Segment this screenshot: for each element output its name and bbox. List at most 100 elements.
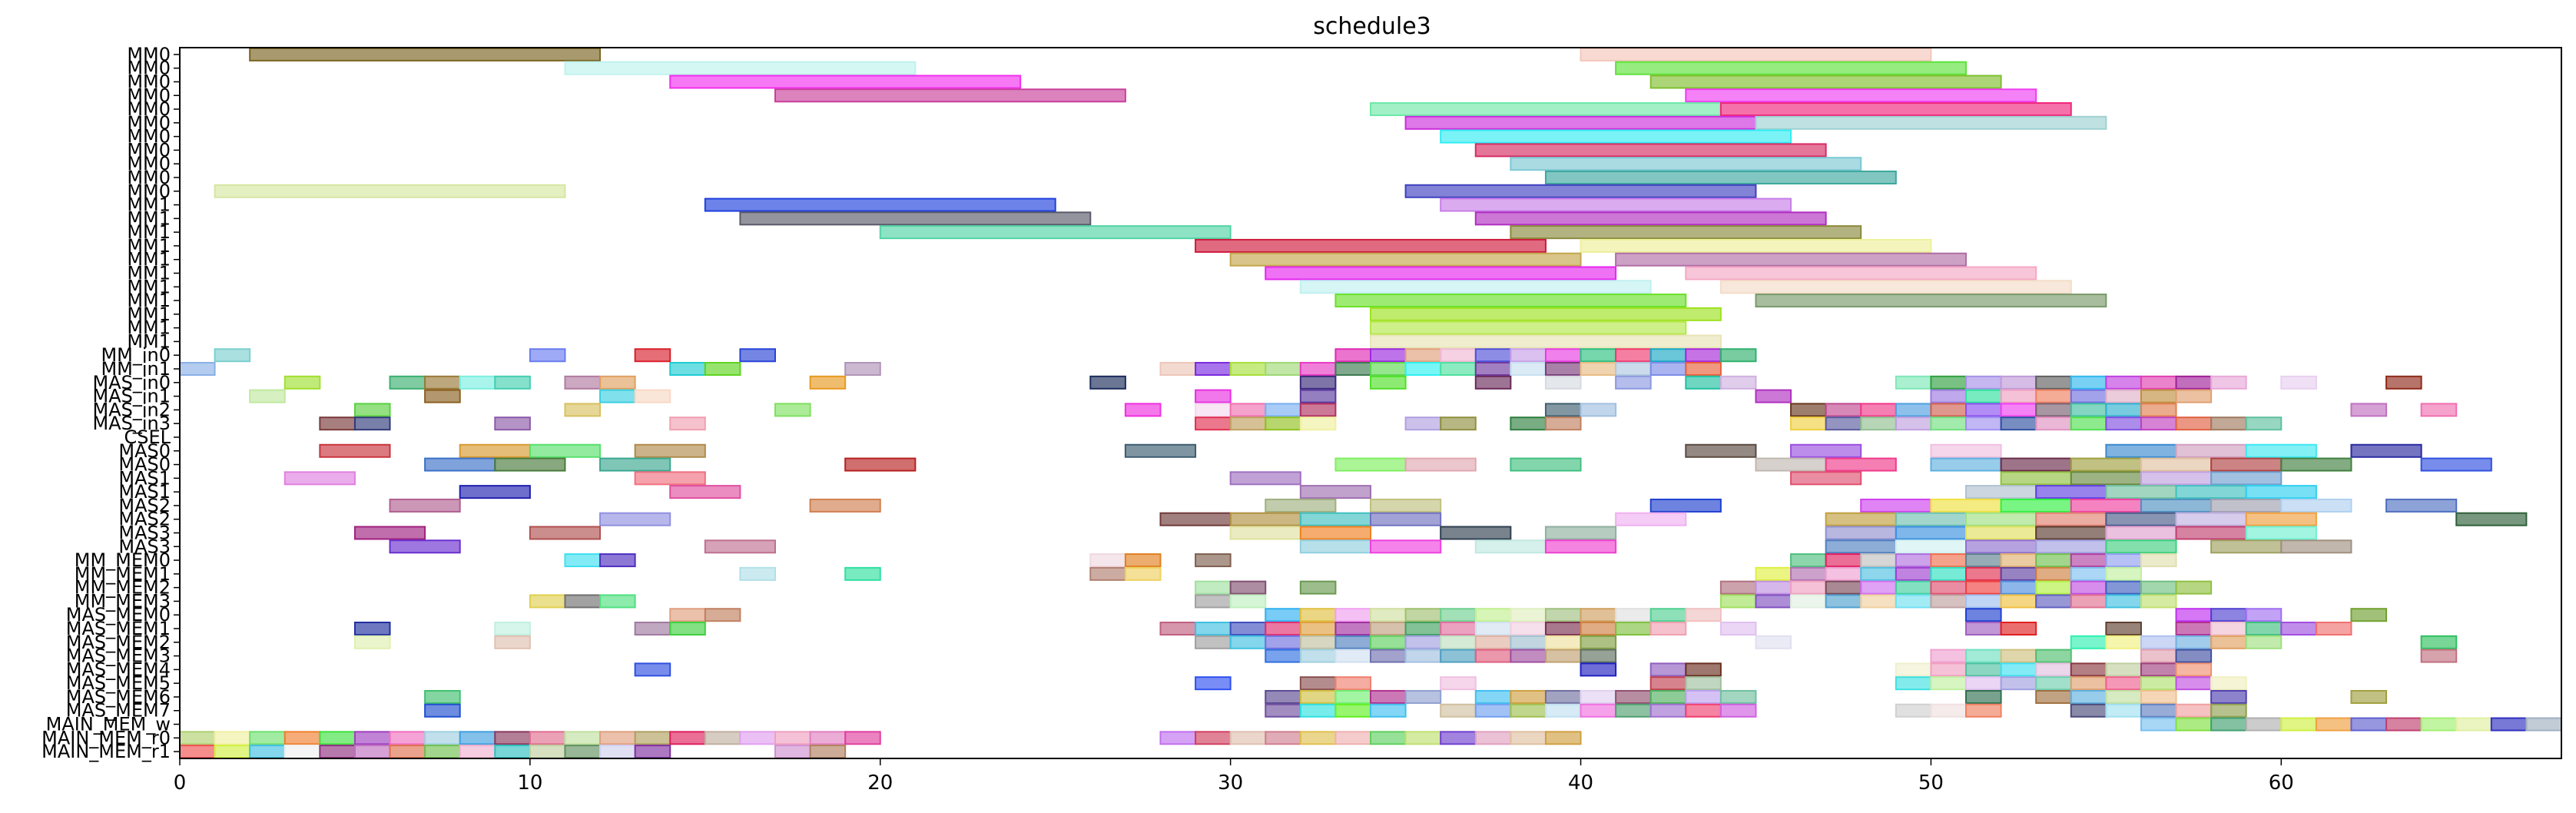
task-bar [669,622,706,636]
task-bar [1544,403,1582,417]
task-bar [2070,498,2142,513]
task-bar [1195,362,1232,377]
task-bar [774,403,811,417]
task-bar [1229,416,1267,431]
task-bar [2420,457,2492,472]
task-bar [1474,143,1827,158]
task-bar [2140,471,2213,486]
task-bar [389,539,461,554]
task-bar [2280,498,2352,513]
y-tick-label: MM1 [127,221,171,243]
task-bar [1825,416,1862,431]
task-bar [2175,662,2213,677]
task-bar [1474,539,1547,554]
task-bar [1440,649,1477,663]
x-tick-label: 0 [174,772,187,795]
task-bar [1860,403,1897,417]
x-tick-label: 50 [1918,772,1944,795]
task-bar [249,47,602,61]
task-bar [1930,375,1968,390]
task-bar [1089,553,1126,568]
task-bar [1159,622,1197,636]
task-bar [1825,512,1897,526]
task-bar [1299,608,1337,622]
task-bar [1510,362,1547,377]
task-bar [1895,662,1932,677]
task-bar [564,745,602,759]
task-bar [1790,594,1827,609]
task-bar [2140,676,2177,691]
y-tick-labels: MM0MM0MM0MM0MM0MM0MM0MM0MM0MM0MM0MM1MM1M… [41,44,180,762]
task-bar [1965,608,2002,622]
task-bar [1089,566,1126,581]
task-bar [1649,498,1722,513]
task-bar [1124,443,1197,458]
task-bar [739,348,776,363]
task-bar [2035,553,2072,568]
task-bar [634,348,671,363]
task-bar [1790,416,1827,431]
task-bar [459,443,531,458]
task-bar [2000,580,2037,595]
task-bar [1544,608,1582,622]
task-bar [1649,676,1687,691]
task-bar [1265,608,1301,622]
task-bar [634,662,671,677]
task-bar [2035,403,2072,417]
task-bar [2175,635,2213,649]
task-bar [1195,676,1232,691]
task-bar [1334,689,1371,704]
task-bar [283,731,321,745]
task-bar [1265,498,1337,513]
task-bar [1615,362,1652,377]
y-tick-label: MAS1 [118,467,171,489]
task-bar [1195,403,1232,417]
task-bar [1404,362,1442,377]
task-bar [599,731,636,745]
task-bar [2105,635,2142,649]
task-bar [634,731,671,745]
task-bar [459,731,496,745]
task-bar [1544,526,1617,540]
task-bar [1755,635,1792,649]
y-tick-label: MAS3 [118,522,171,543]
task-bar [1440,731,1477,745]
task-bar [2140,649,2177,663]
task-bar [2175,443,2247,458]
task-bar [1440,676,1477,691]
task-bar [2070,403,2107,417]
task-bar [1755,115,2107,130]
task-bar [1825,553,1862,568]
y-tick-label: MAS_in3 [92,413,171,434]
task-bar [2070,553,2107,568]
task-bar [529,731,566,745]
task-bar [2385,717,2422,732]
y-tick-label: MAIN_MEM_w [46,714,171,735]
task-bar [2070,457,2142,472]
task-bar [2420,717,2458,732]
task-bar [1965,553,2002,568]
task-bar [1544,348,1582,363]
task-bar [1649,362,1687,377]
task-bar [249,389,286,403]
task-bar [2035,594,2072,609]
y-tick-label: MM_in1 [101,358,171,380]
task-bar [2105,662,2142,677]
task-bar [1544,731,1582,745]
task-bar [1334,703,1371,718]
task-bar [2210,539,2283,554]
task-bar [319,416,356,431]
y-tick-label: MM1 [127,276,171,297]
task-bar [319,745,356,759]
task-bar [2140,703,2177,718]
bars-layer [179,47,2563,759]
task-bar [2350,608,2388,622]
x-tick-label: 30 [1218,772,1243,795]
y-tick-label: MM_in0 [101,344,171,366]
task-bar [1825,539,1897,554]
task-bar [2105,566,2142,581]
task-bar [1370,689,1407,704]
task-bar [739,566,776,581]
task-bar [1370,539,1442,554]
task-bar [2070,689,2107,704]
